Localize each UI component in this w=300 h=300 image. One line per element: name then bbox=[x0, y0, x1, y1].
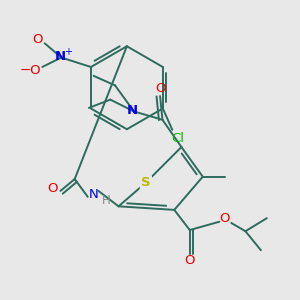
Text: N: N bbox=[55, 50, 66, 63]
Text: O: O bbox=[32, 33, 43, 46]
Text: O: O bbox=[184, 254, 195, 267]
Text: O: O bbox=[219, 212, 230, 225]
Text: Cl: Cl bbox=[172, 132, 185, 145]
Text: O: O bbox=[47, 182, 57, 195]
Text: +: + bbox=[64, 46, 72, 57]
Text: N: N bbox=[127, 104, 138, 117]
Text: N: N bbox=[89, 188, 99, 201]
Text: −O: −O bbox=[20, 64, 41, 77]
Text: H: H bbox=[102, 194, 111, 207]
Text: S: S bbox=[141, 176, 151, 189]
Text: O: O bbox=[155, 82, 165, 95]
